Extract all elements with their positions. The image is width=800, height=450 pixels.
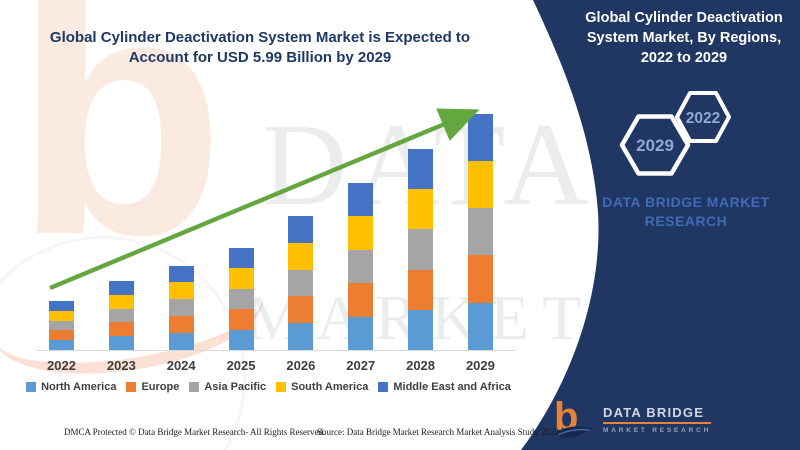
bar-segment-middle-east-and-africa: [288, 216, 314, 243]
legend-label: Europe: [141, 381, 180, 393]
legend-item-middle-east-and-africa: Middle East and Africa: [378, 381, 511, 393]
hexagon-2029-icon: [619, 114, 691, 176]
bar-segment-north-america: [168, 333, 194, 350]
logo-subtitle: MARKET RESEARCH: [603, 426, 712, 434]
bar-segment-south-america: [408, 189, 434, 230]
logo-text-block: DATA BRIDGE MARKET RESEARCH: [603, 405, 712, 434]
bar-stack-2024: [168, 265, 194, 350]
bar-2024: 2024: [167, 265, 196, 373]
bar-segment-middle-east-and-africa: [348, 182, 374, 216]
bar-segment-north-america: [348, 316, 374, 350]
logo-b-icon: b: [556, 397, 592, 439]
bar-segment-north-america: [49, 340, 74, 350]
bar-2025: 2025: [227, 247, 255, 373]
bar-segment-middle-east-and-africa: [408, 149, 434, 190]
data-bridge-logo: b DATA BRIDGE MARKET RESEARCH: [556, 397, 712, 441]
legend-item-europe: Europe: [126, 381, 179, 393]
bar-stack-2022: [49, 301, 74, 350]
bar-segment-asia-pacific: [228, 288, 254, 309]
x-axis-label-2027: 2027: [346, 358, 376, 373]
legend-label: Asia Pacific: [204, 381, 267, 393]
bar-segment-north-america: [408, 309, 434, 350]
bar-2027: 2027: [346, 182, 375, 373]
year-hexagons: 2029 2022: [619, 91, 731, 176]
bar-segment-south-america: [228, 268, 254, 289]
bar-2026: 2026: [286, 216, 315, 373]
bar-segment-asia-pacific: [467, 208, 493, 256]
panel-heading: Global Cylinder Deactivation System Mark…: [585, 10, 783, 66]
legend-marker-icon: [378, 382, 389, 392]
chart-legend: North America Europe Asia Pacific South Ame…: [16, 381, 521, 393]
bar-segment-asia-pacific: [49, 320, 74, 331]
bar-stack-2028: [408, 149, 434, 350]
x-axis-label-2022: 2022: [47, 358, 76, 373]
footer-dmca-text: DMCA Protected © Data Bridge Market Rese…: [64, 427, 326, 437]
bar-segment-europe: [228, 309, 254, 330]
hexagon-2022-label: 2022: [686, 110, 720, 127]
bar-segment-south-america: [348, 216, 374, 250]
bar-2029: 2029: [466, 113, 495, 373]
bar-segment-north-america: [108, 336, 134, 350]
bar-segment-asia-pacific: [168, 299, 194, 317]
bar-2028: 2028: [406, 149, 435, 373]
x-axis-label-2023: 2023: [106, 358, 136, 373]
bar-segment-europe: [288, 296, 314, 324]
legend-marker-icon: [26, 382, 37, 392]
x-axis-label-2029: 2029: [465, 358, 495, 373]
bar-segment-middle-east-and-africa: [467, 113, 493, 161]
bar-segment-south-america: [108, 294, 134, 309]
bar-segment-north-america: [288, 323, 314, 350]
x-axis-label-2026: 2026: [286, 358, 316, 373]
x-axis-label-2025: 2025: [226, 358, 256, 373]
bar-stack-2026: [288, 216, 314, 350]
bar-segment-europe: [408, 269, 434, 310]
bar-segment-asia-pacific: [288, 269, 314, 297]
bar-stack-2027: [348, 182, 374, 350]
chart-title: Global Cylinder Deactivation System Mark…: [49, 29, 471, 67]
legend-item-asia-pacific: Asia Pacific: [189, 381, 266, 393]
bar-segment-south-america: [467, 160, 493, 209]
bar-segment-middle-east-and-africa: [228, 247, 254, 268]
legend-label: North America: [41, 381, 117, 393]
bar-stack-2025: [228, 247, 254, 350]
bar-segment-europe: [467, 255, 493, 303]
footer-source-text: Source: Data Bridge Market Research Mark…: [317, 427, 559, 437]
legend-label: Middle East and Africa: [393, 381, 511, 393]
legend-marker-icon: [276, 382, 287, 392]
bar-2022: 2022: [47, 301, 76, 373]
legend-marker-icon: [126, 382, 137, 392]
bar-stack-2023: [108, 281, 134, 350]
bar-segment-middle-east-and-africa: [49, 301, 74, 311]
bar-segment-south-america: [49, 310, 74, 321]
bar-segment-europe: [49, 330, 74, 341]
bar-segment-north-america: [228, 329, 254, 350]
bar-stack-2029: [467, 113, 493, 350]
bar-segment-europe: [108, 322, 134, 337]
bar-segment-asia-pacific: [108, 308, 134, 323]
logo-name: DATA BRIDGE: [603, 405, 712, 424]
x-axis-label-2024: 2024: [166, 358, 196, 373]
bar-segment-south-america: [168, 282, 194, 300]
bar-segment-north-america: [467, 302, 493, 350]
hexagon-2022-icon: [675, 91, 731, 143]
bar-chart: 2022 2023 2024 2025 2026 2027 2028 2029: [47, 112, 495, 373]
legend-marker-icon: [189, 382, 200, 392]
panel-brand-text: DATA BRIDGE MARKET RESEARCH: [602, 194, 770, 229]
bar-segment-asia-pacific: [408, 229, 434, 270]
x-axis-line: [36, 350, 516, 351]
legend-label: South America: [291, 381, 369, 393]
bar-2023: 2023: [107, 281, 136, 373]
x-axis-label-2028: 2028: [406, 358, 436, 373]
bar-segment-middle-east-and-africa: [168, 265, 194, 283]
bar-segment-south-america: [288, 242, 314, 270]
bar-segment-europe: [168, 316, 194, 334]
bar-segment-europe: [348, 283, 374, 317]
bar-segment-middle-east-and-africa: [108, 281, 134, 295]
bar-segment-asia-pacific: [348, 249, 374, 283]
legend-item-south-america: South America: [276, 381, 368, 393]
legend-item-north-america: North America: [26, 381, 116, 393]
hexagon-2029-label: 2029: [636, 136, 674, 155]
